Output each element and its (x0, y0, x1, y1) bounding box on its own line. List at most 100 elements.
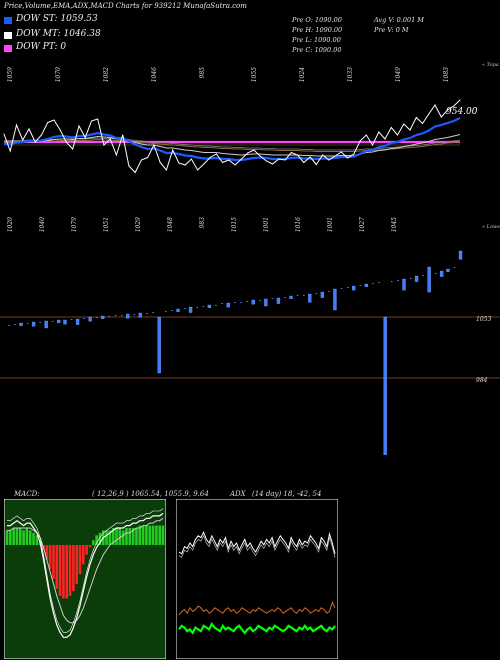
macd-histogram-bar (158, 525, 161, 545)
volume-bar (409, 278, 412, 279)
price-point (272, 163, 274, 165)
stat-pre-close: Pre C: 1090.00 (292, 46, 342, 54)
volume-bar (303, 295, 305, 296)
price-point (122, 134, 124, 136)
volume-bar (246, 301, 249, 302)
volume-bar (63, 319, 67, 325)
price-point (359, 140, 361, 142)
volume-bar (108, 316, 111, 317)
macd-histogram-bar (98, 532, 102, 545)
macd-params: ( 12,26,9 ) 1065.54, 1055.9, 9.64 (92, 490, 209, 498)
bottom-tick-label: 1040 (39, 217, 46, 232)
price-point (397, 134, 399, 136)
volume-bar (333, 288, 337, 311)
price-point (284, 159, 286, 161)
price-point (290, 152, 292, 153)
bottom-tick-label: 983 (199, 217, 206, 229)
price-point (228, 159, 230, 161)
price-point (9, 150, 11, 152)
volume-bar (215, 305, 217, 306)
macd-histogram-bar (118, 528, 122, 545)
top-tick-label: 1046 (151, 67, 158, 82)
volume-bar (176, 308, 180, 312)
volume-bar (31, 321, 36, 327)
macd-histogram-bar (12, 528, 15, 545)
price-point (309, 156, 311, 158)
stat-pre-low: Pre L: 1090.00 (292, 36, 341, 44)
price-point (428, 113, 430, 115)
price-point (97, 118, 99, 120)
macd-signal-line (7, 517, 164, 624)
price-point (184, 164, 186, 166)
price-point (3, 133, 5, 135)
volume-bar (347, 287, 349, 288)
last-price-label: 954.00 (446, 107, 478, 117)
macd-histogram-bar (88, 545, 92, 548)
price-point (128, 165, 130, 167)
volume-bar (320, 291, 325, 298)
price-point (447, 109, 449, 111)
volume-bar (19, 322, 23, 326)
price-point (459, 99, 461, 101)
volume-bar (453, 267, 456, 268)
volume-bar (88, 316, 92, 322)
macd-histogram-bar (155, 525, 158, 545)
price-point (278, 158, 280, 160)
volume-bar (289, 295, 293, 299)
price-point (297, 154, 299, 156)
volume-bar (378, 282, 380, 283)
macd-histogram-bar (52, 545, 55, 579)
volume-bar (51, 321, 54, 322)
macd-histogram-bar (32, 532, 35, 545)
macd-histogram-bar (105, 530, 108, 545)
price-point (372, 144, 374, 146)
price-point (415, 117, 417, 118)
volume-bar (414, 275, 419, 282)
volume-bar (264, 298, 268, 307)
macd-line (7, 512, 164, 638)
macd-histogram-bar (45, 545, 49, 560)
volume-bar (202, 306, 205, 307)
price-point (328, 159, 330, 161)
macd-line-upper (7, 508, 164, 633)
macd-histogram-bar (138, 525, 142, 545)
volume-bar (121, 315, 123, 316)
adx-line (178, 530, 336, 555)
volume-bar (207, 304, 212, 308)
volume-level-label: 1053 (476, 316, 491, 323)
price-point (40, 134, 42, 136)
price-point (159, 162, 161, 163)
price-point (84, 137, 86, 138)
volume-chart: 1053 984 (0, 250, 500, 455)
macd-chart (4, 499, 166, 659)
macd-histogram-bar (48, 545, 52, 570)
macd-histogram-bar (28, 530, 32, 545)
price-point (322, 154, 324, 156)
volume-bar (14, 324, 16, 325)
macd-histogram-bar (78, 545, 82, 575)
price-point (253, 149, 255, 151)
macd-histogram-bar (125, 528, 128, 545)
bottom-tick-label: 1079 (71, 217, 78, 232)
price-point (109, 138, 111, 140)
adx-background (176, 499, 338, 659)
volume-bar (390, 281, 393, 282)
macd-histogram-bar (121, 530, 125, 545)
volume-bar (226, 302, 230, 308)
volume-bar (308, 293, 312, 303)
macd-histogram-bar (18, 528, 22, 545)
stat-pre-open: Pre O: 1090.00 (292, 16, 342, 24)
price-point (440, 116, 442, 118)
price-point (103, 144, 105, 146)
ema-short-line (4, 117, 461, 162)
macd-histogram-bar (95, 535, 98, 545)
volume-bar (397, 280, 399, 281)
stat-pre-volume: Pre V: 0 M (374, 26, 409, 34)
price-point (347, 157, 349, 159)
volume-bar (188, 306, 193, 313)
stat-avg-volume: Avg V: 0.001 M (374, 16, 424, 24)
bottom-tick-label: 1001 (327, 217, 334, 232)
price-point (140, 159, 142, 161)
volume-bar (259, 300, 261, 301)
volume-bar (440, 270, 444, 277)
